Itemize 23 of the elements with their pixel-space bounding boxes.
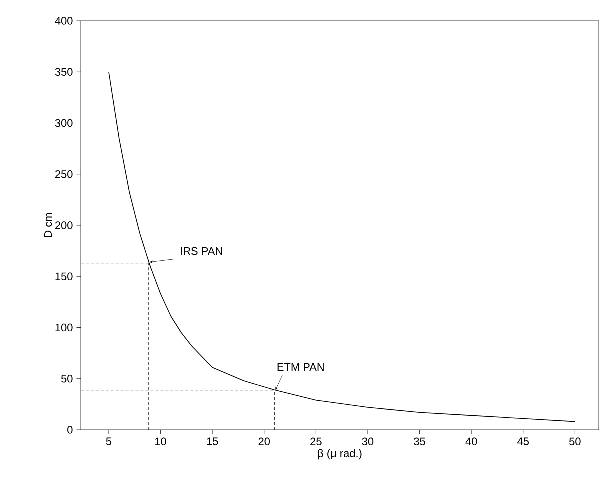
- y-tick-label: 200: [55, 222, 73, 230]
- x-tick-label: 45: [518, 438, 529, 446]
- x-tick-label: 15: [207, 438, 218, 446]
- y-axis-title: D cm: [44, 213, 52, 238]
- y-tick-label: 350: [55, 68, 73, 76]
- y-tick-label: 150: [56, 272, 73, 281]
- x-tick-label: 30: [362, 438, 374, 446]
- x-tick-label: 35: [414, 438, 426, 446]
- x-tick-label: 40: [466, 438, 478, 446]
- x-tick-label: 50: [570, 438, 581, 446]
- y-tick-label: 50: [61, 375, 73, 383]
- y-tick-label: 0: [68, 426, 73, 434]
- y-tick-label: 100: [56, 324, 73, 332]
- annotation: IRS PAN: [181, 247, 222, 256]
- x-tick-label: 25: [310, 438, 322, 446]
- x-tick-label: 20: [258, 438, 270, 446]
- annotation: ETM PAN: [278, 363, 324, 371]
- x-tick-label: 5: [106, 438, 112, 446]
- y-tick-label: 400: [55, 17, 73, 25]
- y-tick-label: 250: [55, 170, 73, 178]
- x-tick-label: 10: [156, 438, 166, 446]
- y-tick-label: 300: [55, 119, 73, 128]
- x-axis-title: β (μ rad.): [318, 449, 362, 460]
